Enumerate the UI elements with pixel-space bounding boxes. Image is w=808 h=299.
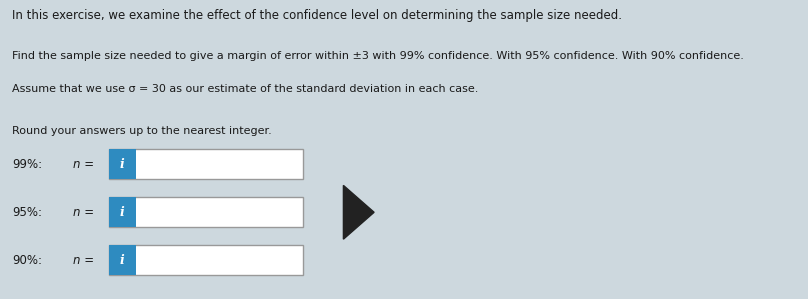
Polygon shape [343,185,374,239]
Text: n =: n = [73,158,94,171]
Bar [109,197,303,227]
Bar [109,197,136,227]
Text: n =: n = [73,206,94,219]
Text: 99%:: 99%: [12,158,42,171]
Text: n =: n = [73,254,94,267]
Text: 95%:: 95%: [12,206,42,219]
Text: In this exercise, we examine the effect of the confidence level on determining t: In this exercise, we examine the effect … [12,9,622,22]
Text: Assume that we use σ = 30 as our estimate of the standard deviation in each case: Assume that we use σ = 30 as our estimat… [12,84,478,94]
Text: i: i [120,254,124,267]
Bar [109,245,303,275]
Bar [109,245,136,275]
Text: Round your answers up to the nearest integer.: Round your answers up to the nearest int… [12,126,271,135]
Text: i: i [120,206,124,219]
Text: 90%:: 90%: [12,254,42,267]
Text: Find the sample size needed to give a margin of error within ±3 with 99% confide: Find the sample size needed to give a ma… [12,51,744,61]
Text: i: i [120,158,124,171]
Bar [109,150,303,179]
Bar [109,150,136,179]
